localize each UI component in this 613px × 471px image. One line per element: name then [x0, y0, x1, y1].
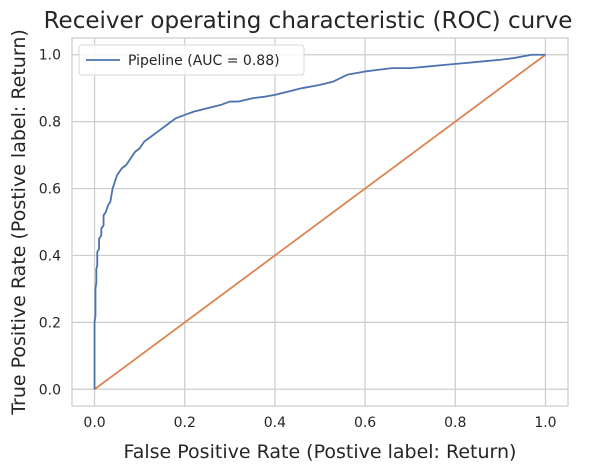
y-tick-label: 0.6: [39, 182, 61, 198]
y-tick-label: 0.2: [39, 315, 61, 331]
x-axis-label: False Positive Rate (Postive label: Retu…: [124, 441, 517, 463]
grid-lines: [72, 38, 568, 406]
y-tick-label: 1.0: [39, 48, 61, 64]
chance-diagonal-line: [94, 54, 546, 390]
legend: Pipeline (AUC = 0.88): [78, 44, 305, 76]
chart-title: Receiver operating characteristic (ROC) …: [44, 8, 573, 34]
x-tick-label: 0.2: [174, 415, 196, 431]
x-tick-label: 0.0: [83, 415, 105, 431]
y-tick-label: 0.0: [39, 382, 61, 398]
x-tick-label: 0.8: [444, 415, 466, 431]
legend-entry-label: Pipeline (AUC = 0.88): [128, 53, 280, 69]
y-tick-label: 0.8: [39, 115, 61, 131]
y-axis-label: True Positive Rate (Postive label: Retur…: [8, 29, 30, 416]
x-tick-label: 0.4: [264, 415, 286, 431]
x-tick-labels: 0.0 0.2 0.4 0.6 0.8 1.0: [83, 415, 556, 431]
plot-frame: [71, 37, 569, 407]
y-tick-label: 0.4: [39, 248, 61, 264]
legend-box: [78, 44, 305, 76]
x-tick-label: 1.0: [534, 415, 556, 431]
x-tick-label: 0.6: [354, 415, 376, 431]
roc-curve-line: [93, 53, 546, 390]
y-tick-labels: 0.0 0.2 0.4 0.6 0.8 1.0: [39, 48, 61, 399]
series-lines: [93, 53, 546, 390]
